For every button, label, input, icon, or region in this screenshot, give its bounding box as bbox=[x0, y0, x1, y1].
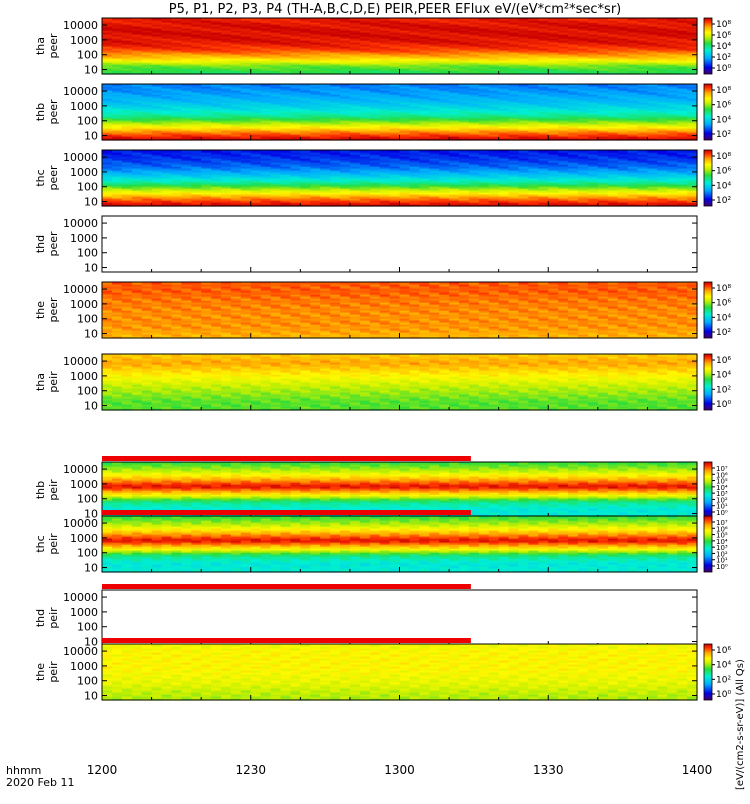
colorbar-tick-label: 10⁰ bbox=[716, 64, 731, 74]
y-tick-label: 100 bbox=[77, 115, 98, 128]
y-tick-label: 10000 bbox=[63, 19, 98, 32]
colorbar-tick-label: 10⁶ bbox=[716, 101, 731, 111]
colorbar-tick-label: 10² bbox=[716, 130, 731, 140]
panel-probe-label: thb bbox=[34, 103, 47, 121]
y-tick-label: 10 bbox=[84, 130, 98, 143]
colorbar-tick-label: 10⁴ bbox=[716, 42, 731, 52]
colorbar bbox=[704, 84, 712, 140]
figure-title: P5, P1, P2, P3, P4 (TH-A,B,C,D,E) PEIR,P… bbox=[169, 2, 622, 17]
colorbar-tick-label: 10⁸ bbox=[716, 86, 731, 96]
y-tick-label: 1000 bbox=[70, 34, 98, 47]
y-tick-label: 10000 bbox=[63, 85, 98, 98]
panel-species-label: peer bbox=[47, 99, 60, 125]
colorbar-tick-label: 10⁴ bbox=[716, 115, 731, 125]
colorbar-tick-label: 10⁸ bbox=[716, 20, 731, 30]
y-tick-label: 10 bbox=[84, 64, 98, 77]
colorbar-tick-label: 10² bbox=[716, 53, 731, 63]
y-tick-label: 100 bbox=[77, 49, 98, 62]
colorbar-tick-label: 10⁶ bbox=[716, 31, 731, 41]
colorbar bbox=[704, 18, 712, 74]
panel-probe-label: tha bbox=[34, 37, 47, 55]
y-tick-label: 1000 bbox=[70, 100, 98, 113]
panel-species-label: peer bbox=[47, 33, 60, 59]
